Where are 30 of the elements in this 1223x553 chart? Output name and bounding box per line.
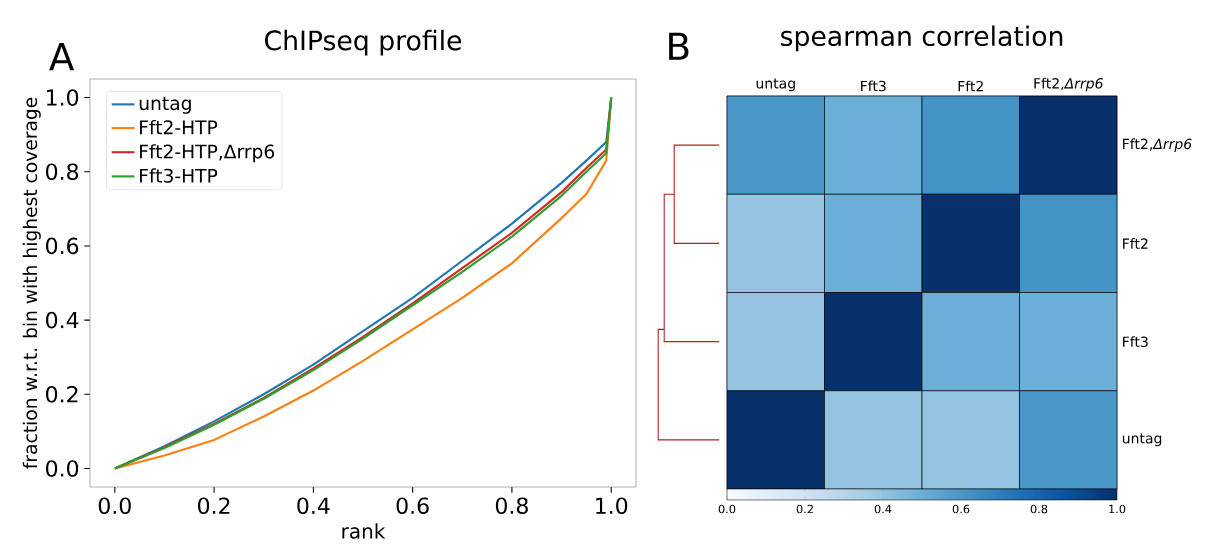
text: A [49,43,75,71]
chart-title: spearman correlation [781,25,1063,52]
x-tick-label: 1.0 [596,497,628,515]
x-tick-label: 0.0 [98,497,131,515]
x-tick-label: 0.8 [495,497,528,515]
x-tick-label: 0.6 [396,497,429,515]
x-axis-title: rank [342,523,386,539]
x-tick-label: Fft3 [861,80,886,92]
y-tick-label: 0.8 [46,163,79,181]
y-tick-label: 0.4 [46,311,79,329]
x-tick-label: 0.4 [297,497,330,515]
y-tick-label: 0.2 [46,385,78,403]
y-tick-label: Fft2,Δrrp6 [1123,138,1192,152]
legend-label: Fft2-HTP,Δrrp6 [140,144,275,163]
legend-label: Fft2-HTP [140,119,218,135]
x-tick-label: untag [756,78,795,92]
y-tick-label: untag [1122,433,1162,447]
y-tick-label: Fft3 [1123,336,1148,348]
y-tick-label: 0.6 [46,237,79,255]
y-axis-title: fraction w.r.t. bin with highest coverage [22,97,41,469]
x-tick-label: Fft2,Δrrp6 [1034,77,1103,92]
text: B [669,32,689,60]
x-tick-label: Fft2 [958,80,983,92]
legend-label: untag [139,96,191,114]
y-tick-label: 0.0 [46,460,79,477]
chart-title: ChIPseq profile [265,29,462,56]
line-series [113,96,613,470]
x-tick-label: 0.2 [198,497,230,515]
legend-label: Fft3-HTP [140,168,218,183]
y-tick-label: Fft2 [1123,238,1148,249]
